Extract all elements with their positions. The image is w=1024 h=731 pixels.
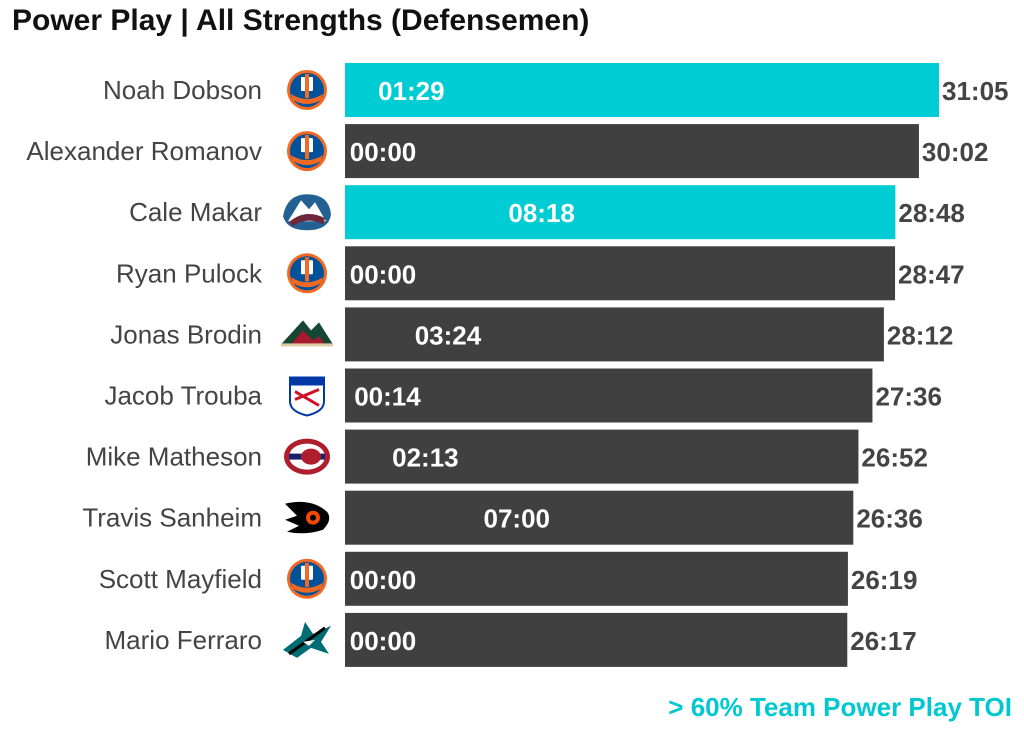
toi-bar [345,63,939,117]
player-name-label: Cale Makar [129,197,262,227]
pp-toi-label: 00:00 [350,565,417,595]
islanders-logo [287,558,327,599]
bar-row: Ryan Pulock 00:00 28:47 [116,246,965,301]
islanders-logo [287,131,327,172]
player-name-label: Jacob Trouba [104,381,262,411]
total-toi-label: 30:02 [922,137,989,167]
bar-row: Jacob Trouba 00:14 27:36 [104,368,942,423]
player-name-label: Mike Matheson [86,442,262,472]
bar-chart: Noah Dobson 01:29 31:05 Alexander Romanov 00… [26,63,1009,667]
islanders-logo [287,253,327,294]
toi-bar [345,124,919,179]
total-toi-label: 31:05 [942,76,1009,106]
bar-row: Jonas Brodin 03:24 28:12 [110,307,954,362]
sharks-logo [283,621,331,658]
player-name-label: Scott Mayfield [99,564,262,594]
legend-footnote: > 60% Team Power Play TOI [668,692,1012,722]
bar-row: Alexander Romanov 00:00 30:02 [26,124,989,179]
chart-title: Power Play | All Strengths (Defensemen) [12,4,590,37]
toi-bar [345,612,848,667]
total-toi-label: 26:17 [850,626,917,656]
flyers-logo [285,501,330,534]
toi-bar [345,307,884,362]
total-toi-label: 28:12 [887,320,954,350]
player-name-label: Mario Ferraro [105,625,262,655]
player-name-label: Travis Sanheim [82,503,262,533]
rangers-logo [289,376,325,417]
toi-bar [345,246,896,301]
toi-bar [345,368,873,423]
pp-toi-label: 01:29 [378,76,445,106]
toi-bar [345,185,896,240]
pp-toi-label: 08:18 [508,198,575,228]
pp-toi-label: 02:13 [392,443,459,473]
pp-toi-label: 00:14 [354,382,421,412]
total-toi-label: 27:36 [875,382,942,412]
total-toi-label: 26:36 [856,504,923,534]
islanders-logo [287,70,327,110]
pp-toi-label: 00:00 [350,259,417,289]
player-name-label: Ryan Pulock [116,258,263,288]
avalanche-logo [283,194,331,231]
pp-toi-label: 03:24 [415,320,482,350]
bar-row: Cale Makar 08:18 28:48 [129,185,965,240]
canadiens-logo [284,438,330,475]
bar-row: Mario Ferraro 00:00 26:17 [105,612,917,667]
toi-bar [345,429,859,484]
player-name-label: Alexander Romanov [26,136,262,166]
pp-toi-label: 00:00 [350,626,417,656]
wild-logo [281,320,333,347]
bar-row: Noah Dobson 01:29 31:05 [103,63,1009,117]
player-name-label: Jonas Brodin [110,319,262,349]
bar-row: Mike Matheson 02:13 26:52 [86,429,928,484]
bar-row: Scott Mayfield 00:00 26:19 [99,551,918,606]
bar-row: Travis Sanheim 07:00 26:36 [82,490,923,545]
total-toi-label: 26:19 [851,565,918,595]
total-toi-label: 26:52 [861,443,928,473]
total-toi-label: 28:48 [898,198,965,228]
pp-toi-label: 07:00 [484,504,551,534]
toi-bar [345,551,848,606]
total-toi-label: 28:47 [898,259,965,289]
toi-bar [345,490,854,545]
player-name-label: Noah Dobson [103,75,262,105]
pp-toi-label: 00:00 [350,137,417,167]
